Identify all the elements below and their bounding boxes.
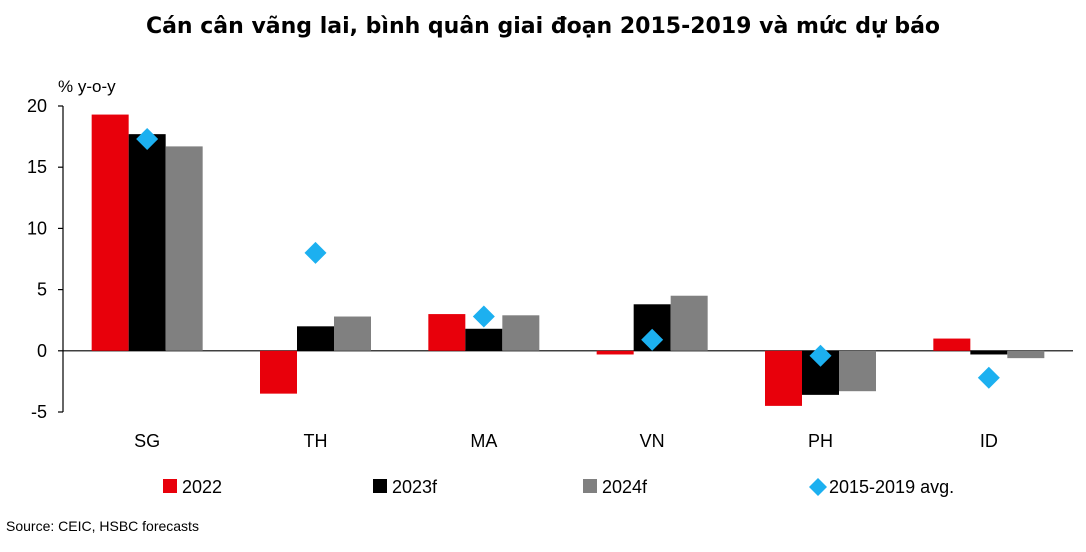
bar-2022-ID (933, 338, 971, 351)
legend-swatch (583, 479, 597, 493)
bar-2024f-TH (334, 316, 371, 351)
x-tick-label: ID (980, 431, 998, 451)
legend-label: 2023f (392, 477, 438, 497)
y-tick-label: 10 (27, 218, 47, 238)
bar-2023f-ID (970, 350, 1008, 355)
x-tick-label: SG (134, 431, 160, 451)
y-tick-label: 15 (27, 157, 47, 177)
legend-label: 2022 (182, 477, 222, 497)
y-tick-label: 5 (37, 280, 47, 300)
x-tick-labels: SG TH MA VN PH ID (134, 431, 998, 451)
marker-avg-ID (977, 366, 1000, 389)
marker-avg-MA (472, 305, 495, 328)
bar-2022-SG (91, 114, 129, 351)
marker-avg-PH (809, 344, 832, 367)
bar-2024f-PH (839, 350, 876, 392)
chart-title: Cán cân vãng lai, bình quân giai đoạn 20… (145, 14, 941, 39)
bar-2024f-SG (165, 146, 203, 351)
y-tick-label: 0 (37, 341, 47, 361)
marker-avg-SG (136, 128, 159, 151)
y-tick-label: -5 (31, 402, 47, 422)
x-tick-label: TH (304, 431, 328, 451)
axes: 20 15 10 5 0 -5 (27, 96, 1073, 422)
legend-swatch (809, 478, 827, 496)
x-tick-label: MA (470, 431, 497, 451)
bar-2022-PH (765, 350, 802, 406)
bar-2022-VN (596, 350, 634, 355)
legend-label: 2024f (602, 477, 648, 497)
bar-2023f-SG (128, 134, 166, 351)
source-note: Source: CEIC, HSBC forecasts (6, 518, 199, 534)
bars (91, 114, 1045, 406)
marker-avg-VN (641, 328, 664, 351)
y-tick-label: 20 (27, 96, 47, 116)
legend-swatch (373, 479, 387, 493)
markers (136, 128, 1000, 389)
bar-2024f-MA (502, 315, 540, 351)
bar-2022-TH (260, 350, 297, 394)
x-tick-label: VN (640, 431, 665, 451)
bar-2023f-TH (297, 326, 334, 351)
y-axis-label: % y-o-y (58, 77, 116, 96)
marker-avg-TH (304, 241, 327, 264)
legend-label: 2015-2019 avg. (829, 477, 954, 497)
x-tick-label: PH (808, 431, 833, 451)
bar-2024f-ID (1007, 350, 1045, 359)
legend-swatch (163, 479, 177, 493)
bar-2024f-VN (670, 295, 708, 351)
bar-2022-MA (428, 314, 466, 351)
bar-2023f-MA (465, 328, 503, 351)
legend: 2022 2023f 2024f 2015-2019 avg. (163, 477, 954, 497)
